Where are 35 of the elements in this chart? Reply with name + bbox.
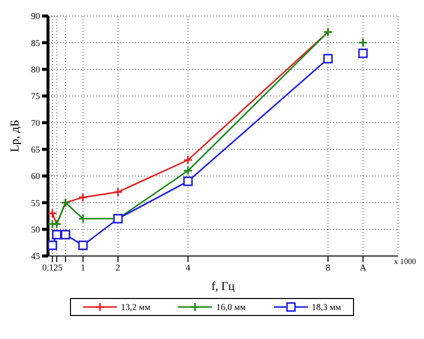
y-tick-label: 55 (31, 198, 40, 208)
x-tick-label: 8 (326, 262, 331, 272)
point (323, 54, 333, 64)
y-tick-label: 70 (31, 118, 40, 128)
x-tick-label: A (360, 262, 367, 272)
y-tick-label: 50 (31, 224, 40, 235)
text: x 1000 (394, 257, 416, 266)
x-tick-label: 4 (186, 262, 191, 272)
y-tick-label: 85 (31, 38, 40, 48)
y-tick-label: 80 (31, 64, 40, 75)
x-axis-title: f, Гц (211, 279, 236, 293)
point (48, 240, 58, 250)
point (183, 166, 193, 176)
x-tick-label: 1 (80, 262, 86, 272)
legend-label: 13,2 мм (120, 302, 150, 312)
y-tick-label: 60 (31, 171, 40, 182)
point (78, 192, 88, 202)
y-tick-label: 65 (31, 144, 40, 155)
y-tick-label: 90 (31, 11, 40, 22)
y-tick-label: 75 (31, 91, 40, 102)
legend-label: 16,0 мм (216, 302, 246, 312)
point (52, 230, 62, 240)
y-axis-title: Lp, дБ (7, 120, 22, 152)
point (60, 230, 70, 240)
point (358, 48, 368, 58)
point (48, 208, 58, 218)
y-tick-label: 45 (31, 251, 40, 262)
point (78, 214, 88, 224)
point (113, 187, 123, 197)
point (78, 240, 88, 250)
legend-label: 18,3 мм (312, 302, 342, 312)
x-tick-label: 2 (116, 262, 120, 272)
point (183, 155, 193, 165)
point (183, 176, 193, 186)
x-tick-label: 0.125 (42, 262, 63, 272)
